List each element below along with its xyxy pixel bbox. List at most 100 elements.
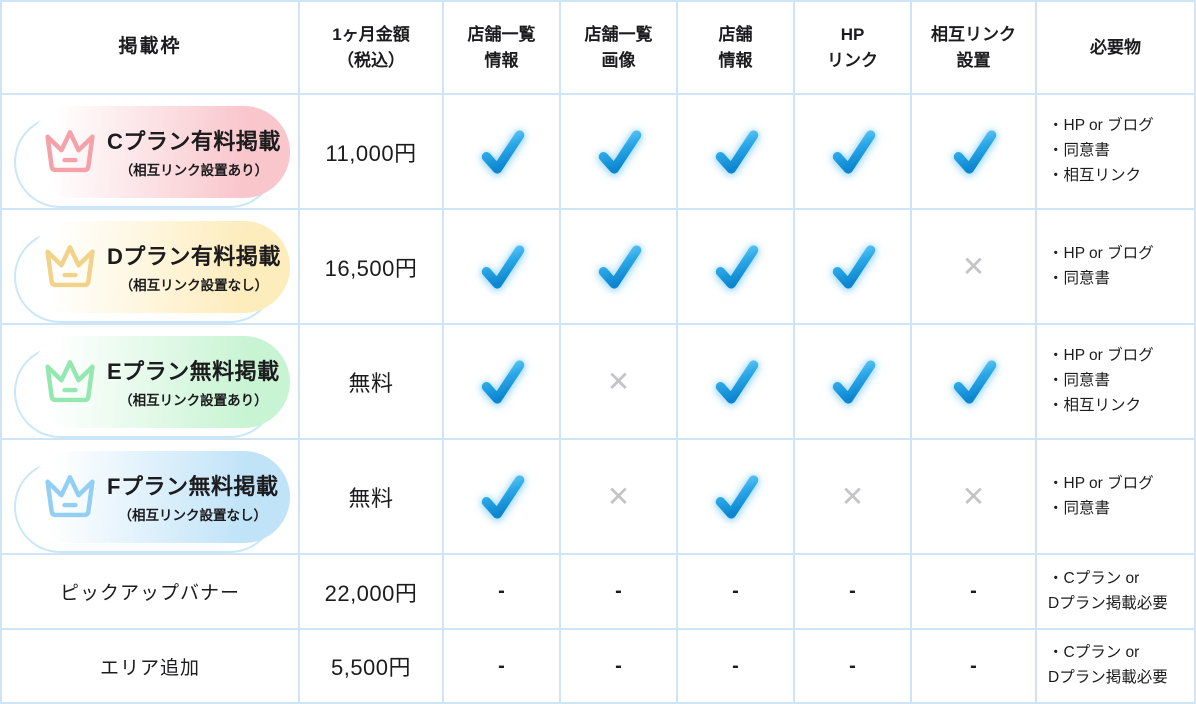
header-listing-frame: 掲載枠	[2, 2, 298, 93]
plan-pill-f: Fプラン無料掲載 （相互リンク設置なし）	[28, 450, 290, 543]
requirement-item: ・同意書	[1048, 372, 1111, 390]
requirement-item: ・HP or ブログ	[1048, 244, 1154, 262]
requirements-cell: ・HP or ブログ ・同意書 ・相互リンク	[1037, 95, 1194, 208]
dash-mark: -	[849, 654, 856, 677]
dash-mark: -	[498, 580, 505, 602]
cross-icon: ✕	[961, 251, 986, 282]
requirement-item: ・相互リンク	[1048, 396, 1142, 414]
feature-cell	[561, 210, 676, 323]
check-icon	[715, 129, 758, 174]
plan-badge-c: Cプラン有料掲載 （相互リンク設置あり）	[14, 105, 290, 208]
requirement-item: ・HP or ブログ	[1048, 117, 1154, 135]
requirements-cell: ・HP or ブログ ・同意書 ・相互リンク	[1037, 325, 1194, 438]
requirement-item: ・同意書	[1048, 499, 1111, 517]
check-icon	[953, 129, 996, 174]
check-icon	[832, 244, 875, 289]
check-icon	[953, 359, 996, 404]
requirement-item: ・HP or ブログ	[1048, 347, 1154, 365]
feature-cell	[912, 325, 1035, 438]
feature-cell: ✕	[912, 210, 1035, 323]
header-hp-link: HP リンク	[795, 2, 910, 93]
feature-cell	[678, 210, 793, 323]
feature-cell: -	[795, 630, 910, 702]
plan-title: Cプラン有料掲載	[107, 129, 281, 154]
plan-pill-c: Cプラン有料掲載 （相互リンク設置あり）	[28, 105, 290, 198]
cross-icon: ✕	[961, 481, 986, 512]
feature-cell	[795, 95, 910, 208]
price-cell: 22,000円	[300, 555, 442, 628]
feature-cell: -	[444, 630, 559, 702]
crown-icon	[45, 244, 95, 287]
feature-cell	[678, 440, 793, 553]
check-icon	[481, 129, 524, 174]
crown-icon	[45, 359, 95, 402]
plan-cell-f: Fプラン無料掲載 （相互リンク設置なし）	[2, 440, 298, 553]
check-icon	[715, 359, 758, 404]
dash-mark: -	[970, 654, 977, 677]
feature-cell: -	[561, 630, 676, 702]
requirements-cell: ・Cプラン or Dプラン掲載必要	[1037, 630, 1194, 702]
feature-cell	[795, 210, 910, 323]
requirements-cell: ・Cプラン or Dプラン掲載必要	[1037, 555, 1194, 628]
dash-mark: -	[732, 580, 739, 602]
plan-pill-e: Eプラン無料掲載 （相互リンク設置あり）	[28, 335, 290, 428]
feature-cell: ✕	[561, 325, 676, 438]
feature-cell	[444, 95, 559, 208]
check-icon	[715, 244, 758, 289]
price-cell: 5,500円	[300, 630, 442, 702]
dash-mark: -	[615, 654, 622, 677]
requirement-item: ・相互リンク	[1048, 166, 1142, 184]
price-cell: 無料	[300, 325, 442, 438]
feature-cell: ✕	[912, 440, 1035, 553]
dash-mark: -	[732, 654, 739, 677]
feature-cell: ✕	[795, 440, 910, 553]
feature-cell: -	[678, 630, 793, 702]
check-icon	[832, 359, 875, 404]
feature-cell: -	[795, 555, 910, 628]
requirements-cell: ・HP or ブログ ・同意書	[1037, 210, 1194, 323]
requirement-item: ・HP or ブログ	[1048, 474, 1154, 492]
feature-cell: -	[561, 555, 676, 628]
header-requirements: 必要物	[1037, 2, 1194, 93]
requirement-item: ・Cプラン or Dプラン掲載必要	[1048, 644, 1168, 686]
header-store-info: 店舗 情報	[678, 2, 793, 93]
plan-cell-c: Cプラン有料掲載 （相互リンク設置あり）	[2, 95, 298, 208]
plan-cell-d: Dプラン有料掲載 （相互リンク設置なし）	[2, 210, 298, 323]
plan-text: Dプラン有料掲載 （相互リンク設置なし）	[107, 239, 281, 294]
crown-icon	[45, 129, 95, 172]
plan-badge-e: Eプラン無料掲載 （相互リンク設置あり）	[14, 335, 290, 438]
feature-cell	[912, 95, 1035, 208]
requirement-item: ・同意書	[1048, 142, 1111, 160]
dash-mark: -	[498, 654, 505, 677]
feature-cell: -	[444, 555, 559, 628]
plan-subtitle: （相互リンク設置なし）	[119, 278, 269, 293]
feature-cell: -	[912, 555, 1035, 628]
feature-cell	[678, 325, 793, 438]
feature-cell	[795, 325, 910, 438]
cross-icon: ✕	[606, 481, 631, 512]
plan-subtitle: （相互リンク設置あり）	[119, 163, 269, 178]
dash-mark: -	[849, 580, 856, 602]
plan-title: Eプラン無料掲載	[107, 359, 280, 384]
feature-cell	[444, 210, 559, 323]
price-cell: 16,500円	[300, 210, 442, 323]
plan-badge-f: Fプラン無料掲載 （相互リンク設置なし）	[14, 450, 290, 553]
plan-text: Fプラン無料掲載 （相互リンク設置なし）	[107, 469, 278, 524]
requirement-item: ・同意書	[1048, 269, 1111, 287]
plan-subtitle: （相互リンク設置なし）	[118, 508, 267, 523]
dash-mark: -	[615, 580, 622, 602]
plan-pill-d: Dプラン有料掲載 （相互リンク設置なし）	[28, 220, 290, 313]
header-store-list-image: 店舗一覧 画像	[561, 2, 676, 93]
price-cell: 11,000円	[300, 95, 442, 208]
feature-cell: ✕	[561, 440, 676, 553]
requirements-cell: ・HP or ブログ ・同意書	[1037, 440, 1194, 553]
crown-icon	[45, 474, 95, 517]
plan-title: Fプラン無料掲載	[107, 474, 279, 499]
header-mutual-link: 相互リンク 設置	[912, 2, 1035, 93]
requirement-item: ・Cプラン or Dプラン掲載必要	[1048, 569, 1168, 612]
check-icon	[481, 474, 524, 519]
option-cell-pickup-banner: ピックアップバナー	[2, 555, 298, 628]
plan-text: Cプラン有料掲載 （相互リンク設置あり）	[107, 124, 281, 179]
check-icon	[598, 244, 641, 289]
